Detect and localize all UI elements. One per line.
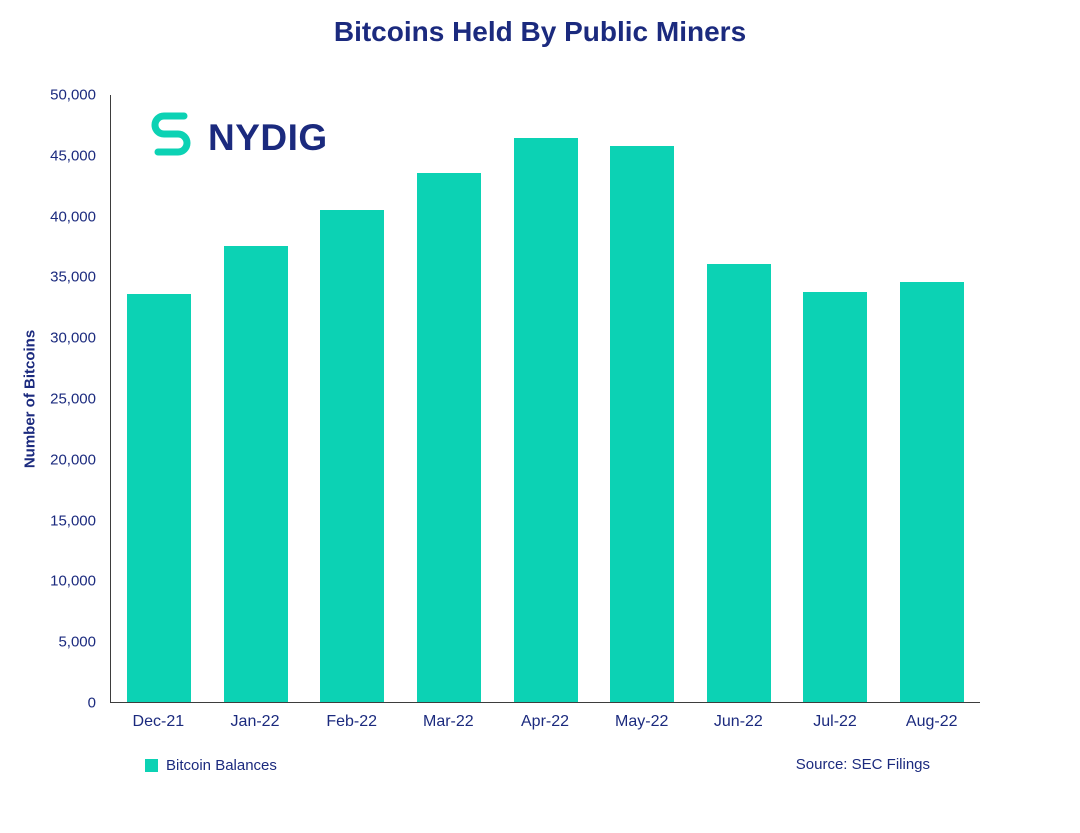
y-tick-label: 5,000 (58, 633, 96, 651)
bar-Feb-22 (304, 95, 401, 702)
x-tick-label: Jul-22 (813, 713, 857, 730)
nydig-s-mark-icon (146, 108, 196, 167)
bar (223, 245, 288, 702)
bar (513, 137, 578, 702)
chart-title: Bitcoins Held By Public Miners (333, 16, 747, 47)
bar-Aug-22 (884, 95, 981, 702)
bar (803, 291, 868, 702)
bar (610, 146, 675, 702)
y-tick-label: 25,000 (50, 390, 96, 408)
y-tick-label: 20,000 (50, 451, 96, 469)
x-tick-label: Mar-22 (423, 713, 474, 730)
nydig-logo: NYDIG (146, 108, 328, 167)
bar (320, 210, 385, 702)
bar (416, 172, 481, 702)
nydig-wordmark: NYDIG (208, 116, 328, 158)
x-tick-label: May-22 (615, 713, 669, 730)
legend-label: Bitcoin Balances (166, 757, 277, 774)
bar-Jul-22 (787, 95, 884, 702)
legend: Bitcoin Balances (145, 757, 277, 774)
bar (899, 281, 964, 702)
bar-Apr-22 (497, 95, 594, 702)
x-tick-label: Apr-22 (521, 713, 570, 730)
bar-Mar-22 (401, 95, 498, 702)
legend-swatch-icon (145, 759, 158, 772)
y-tick-label: 50,000 (50, 86, 96, 104)
y-tick-label: 40,000 (50, 208, 96, 226)
x-tick-label: Jan-22 (230, 713, 280, 730)
x-tick-label: Feb-22 (326, 713, 378, 730)
bar (706, 263, 771, 702)
bar-Dec-21 (111, 95, 208, 702)
source-note: Source: SEC Filings (795, 756, 930, 773)
bar-Jan-22 (208, 95, 305, 702)
x-tick-label: Jun-22 (713, 713, 763, 730)
x-tick-label: Dec-21 (132, 713, 185, 730)
y-tick-label: 15,000 (50, 512, 96, 530)
plot-area (110, 95, 980, 703)
y-axis-ticks: 0 5,000 10,000 15,000 20,000 25,000 30,000 35,0… (0, 87, 96, 712)
y-tick-label: 45,000 (50, 147, 96, 165)
bar-Jun-22 (690, 95, 787, 702)
y-tick-label: 10,000 (50, 572, 96, 590)
y-tick-label: 0 (87, 694, 96, 712)
y-tick-label: 35,000 (50, 268, 96, 286)
y-tick-label: 30,000 (50, 329, 96, 347)
x-axis-labels: Dec-21 Jan-22 Feb-22 Mar-22 Apr-22 May-22 Jun-… (110, 713, 980, 731)
bar-May-22 (594, 95, 691, 702)
bar (127, 294, 192, 702)
x-tick-label: Aug-22 (905, 713, 958, 730)
